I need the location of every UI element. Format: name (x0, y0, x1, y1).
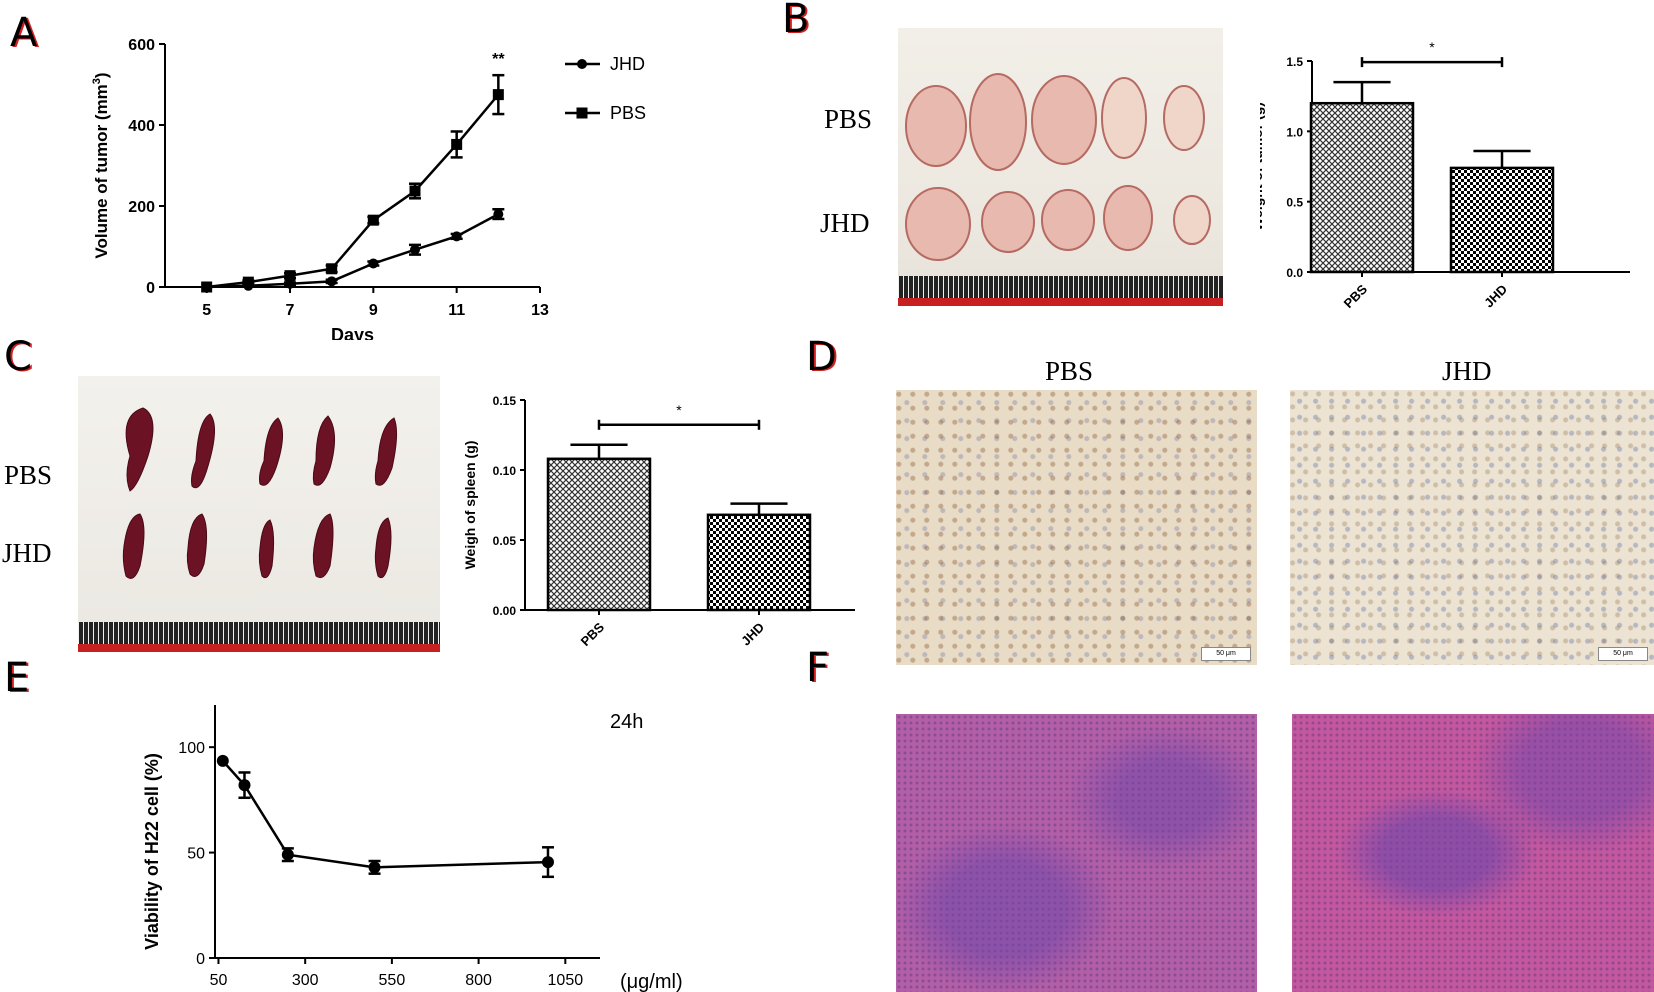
x-tick-label: 13 (531, 302, 549, 319)
data-point (451, 138, 463, 150)
data-point (409, 185, 421, 197)
y-tick-label: 0.5 (1286, 196, 1303, 210)
series-line-PBS (206, 93, 500, 289)
y-tick-label: 600 (128, 37, 155, 54)
data-point (368, 861, 381, 874)
x-tick-label: 1050 (548, 972, 584, 989)
data-point (493, 209, 504, 220)
y-axis-label: Weigh of spleen (g) (462, 441, 478, 570)
ihc-title-jhd: JHD (1442, 356, 1492, 386)
tumor-photo (898, 28, 1223, 306)
x-tick-label: 550 (379, 972, 406, 989)
row-label-jhd: JHD (820, 208, 870, 238)
x-tick-label: 300 (292, 972, 319, 989)
x-tick-label: 11 (448, 302, 465, 319)
x-tick-label: 800 (465, 972, 492, 989)
ihc-image-pbs: 50 μm (896, 390, 1257, 665)
data-point (242, 276, 254, 288)
tumor-volume-line-chart: 0 200 400 600 5 7 9 11 13 Days Volume of tumor (mm… (91, 37, 646, 340)
y-tick-label: 0.15 (493, 394, 517, 408)
data-point (285, 278, 295, 289)
tumor-weight-bar-chart: 0.0 0.5 1.0 1.5 Weight of tumor (g) PBS JHD * (1260, 39, 1630, 311)
x-tick-label-JHD: JHD (738, 620, 767, 649)
data-point (451, 231, 462, 242)
tumor-specimens (905, 73, 1211, 261)
x-tick-label: 9 (369, 302, 378, 319)
y-axis-label: Weight of tumor (g) (1260, 102, 1265, 231)
legend-marker (576, 107, 588, 119)
y-tick-label: 0.0 (1286, 266, 1303, 280)
x-axis-label: Days (331, 325, 374, 340)
y-axis-label: Volume of tumor (mm3) (91, 72, 111, 258)
significance-annotation: * (1429, 39, 1435, 55)
x-tick-label: 7 (286, 302, 295, 319)
x-tick-label-JHD: JHD (1481, 282, 1510, 311)
y-tick-label: 0 (146, 280, 155, 297)
spleen-weight-bar-chart: 0.00 0.05 0.10 0.15 Weigh of spleen (g) PBS JH… (462, 394, 855, 649)
x-tick-label: 5 (202, 302, 211, 319)
scale-bar: 50 μm (1598, 647, 1648, 661)
data-point (368, 258, 379, 269)
y-tick-label: 0.10 (493, 464, 517, 478)
data-point (281, 848, 294, 861)
row-label-jhd: JHD (2, 538, 52, 568)
significance-annotation: * (676, 402, 682, 418)
data-point (201, 281, 213, 293)
bar-PBS (1309, 101, 1415, 274)
y-tick-label: 400 (128, 118, 155, 135)
data-point (326, 276, 337, 287)
data-point (367, 214, 379, 226)
he-image-jhd (1292, 714, 1654, 992)
bar-PBS (546, 457, 652, 612)
panel-letter-e: E (4, 655, 30, 701)
data-point (410, 244, 420, 255)
y-axis-label: Viability of H22 cell (%) (142, 753, 162, 950)
data-point (541, 856, 554, 869)
panel-letter-d: D (806, 334, 837, 380)
y-tick-label: 100 (178, 740, 205, 757)
series-line (221, 760, 549, 869)
data-point (326, 263, 338, 275)
y-tick-label: 1.5 (1286, 55, 1303, 69)
scale-bar: 50 μm (1201, 647, 1251, 661)
cell-viability-line-chart: 0 50 100 50 300 550 800 1050 (μg/ml) Viability of… (142, 705, 683, 992)
series-line-JHD (206, 212, 499, 289)
legend-label-JHD: JHD (610, 54, 645, 74)
ruler-red-strip (898, 298, 1223, 306)
data-point (492, 89, 504, 101)
row-label-pbs: PBS (824, 104, 873, 134)
spleen-specimens (122, 407, 398, 579)
bar-JHD (1449, 166, 1555, 274)
ihc-image-jhd: 50 μm (1290, 390, 1654, 665)
panel-letter-b: B (782, 0, 810, 42)
y-tick-label: 200 (128, 199, 155, 216)
x-tick-label: 50 (210, 972, 228, 989)
data-point (216, 754, 229, 767)
y-tick-label: 0.05 (493, 534, 517, 548)
timepoint-label: 24h (610, 711, 643, 733)
y-tick-label: 0.00 (493, 604, 517, 618)
x-tick-label-PBS: PBS (1341, 281, 1371, 311)
legend-label-PBS: PBS (610, 103, 646, 123)
ihc-title-pbs: PBS (1045, 356, 1094, 386)
significance-annotation: ** (492, 51, 505, 68)
data-point (284, 270, 296, 282)
y-tick-label: 0 (196, 951, 205, 968)
y-tick-label: 50 (187, 846, 205, 863)
legend-marker (577, 59, 587, 69)
bar-JHD (706, 513, 812, 612)
data-point (238, 779, 251, 792)
x-tick-label-PBS: PBS (578, 619, 608, 649)
y-tick-label: 1.0 (1286, 125, 1303, 139)
he-image-pbs (896, 714, 1257, 992)
spleen-photo (78, 376, 440, 652)
ruler-red-strip (78, 644, 440, 652)
panel-letter-a: A (10, 10, 38, 56)
panel-letter-c: C (4, 334, 32, 380)
panel-letter-f: F (806, 645, 830, 691)
x-axis-unit: (μg/ml) (620, 971, 683, 992)
row-label-pbs: PBS (4, 460, 53, 490)
